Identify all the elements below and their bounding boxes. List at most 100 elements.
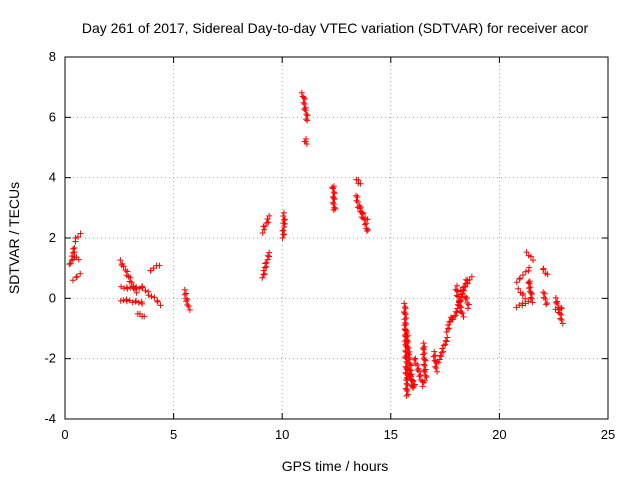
data-point — [262, 260, 269, 267]
data-point — [156, 262, 163, 269]
data-point — [281, 209, 288, 216]
data-point — [73, 273, 80, 280]
data-point — [414, 361, 421, 368]
data-point — [362, 221, 369, 228]
data-point — [262, 223, 269, 230]
data-point — [522, 268, 529, 275]
data-point — [127, 274, 134, 281]
data-point — [118, 283, 125, 290]
data-point — [530, 257, 537, 264]
data-point — [301, 95, 308, 102]
data-point — [303, 140, 310, 147]
data-point — [401, 310, 408, 317]
data-point — [407, 371, 414, 378]
data-point — [150, 265, 157, 272]
data-point — [420, 346, 427, 353]
data-point — [75, 233, 82, 240]
data-point — [462, 283, 469, 290]
data-point — [540, 289, 547, 296]
y-tick-label: 4 — [49, 170, 56, 185]
data-point — [540, 266, 547, 273]
data-point — [525, 279, 532, 286]
data-point — [402, 353, 409, 360]
data-point — [73, 274, 80, 281]
data-point — [558, 305, 565, 312]
data-point — [266, 212, 273, 219]
y-tick-label: 6 — [49, 109, 56, 124]
axis-ticks: 0 5 10 15 20 25 -4 -2 0 2 4 6 8 — [44, 49, 615, 442]
data-point — [71, 245, 78, 252]
data-point — [265, 219, 272, 226]
data-point — [364, 216, 371, 223]
data-point — [405, 345, 412, 352]
data-point — [75, 256, 82, 263]
data-point — [422, 357, 429, 364]
data-point — [554, 300, 561, 307]
data-point — [421, 356, 428, 363]
data-point — [280, 227, 287, 234]
data-point — [462, 296, 469, 303]
data-point — [185, 303, 192, 310]
data-point — [465, 301, 472, 308]
data-point — [525, 298, 532, 305]
data-point — [528, 295, 535, 302]
y-tick-label: 2 — [49, 230, 56, 245]
data-point — [442, 337, 449, 344]
data-point — [145, 292, 152, 299]
data-point — [117, 257, 124, 264]
data-point — [553, 299, 560, 306]
data-point — [302, 107, 309, 114]
data-point — [119, 260, 126, 267]
data-point — [66, 261, 73, 268]
data-point — [440, 342, 447, 349]
data-point — [444, 334, 451, 341]
data-point — [445, 322, 452, 329]
data-point — [300, 94, 307, 101]
chart-title: Day 261 of 2017, Sidereal Day-to-day VTE… — [82, 20, 589, 36]
data-point — [439, 345, 446, 352]
data-point — [527, 294, 534, 301]
data-point — [405, 351, 412, 358]
y-tick-label: 0 — [49, 290, 56, 305]
data-point — [261, 270, 268, 277]
data-point — [304, 112, 311, 119]
data-point — [557, 315, 564, 322]
y-axis-label: SDTVAR / TECUs — [6, 182, 22, 294]
data-point — [525, 285, 532, 292]
data-point — [435, 359, 442, 366]
grid-lines — [65, 57, 608, 419]
data-point — [404, 387, 411, 394]
data-point — [421, 377, 428, 384]
data-point — [300, 99, 307, 106]
data-point — [261, 226, 268, 233]
x-tick-label: 25 — [601, 427, 615, 442]
data-point — [354, 194, 361, 201]
data-point — [183, 298, 190, 305]
data-point — [186, 306, 193, 313]
data-point — [281, 216, 288, 223]
data-point — [401, 300, 408, 307]
data-point — [438, 349, 445, 356]
data-point — [401, 316, 408, 323]
data-point — [403, 377, 410, 384]
data-point — [141, 313, 148, 320]
data-point — [298, 89, 305, 96]
data-point — [67, 260, 74, 267]
data-point — [419, 378, 426, 385]
data-point — [411, 356, 418, 363]
data-point — [69, 277, 76, 284]
data-point — [403, 380, 410, 387]
data-point — [420, 351, 427, 358]
data-point — [301, 101, 308, 108]
data-point — [281, 216, 288, 223]
data-point — [303, 116, 310, 123]
data-point — [420, 340, 427, 347]
data-point — [260, 267, 267, 274]
data-point — [517, 275, 524, 282]
data-point — [420, 361, 427, 368]
data-point — [408, 362, 415, 369]
data-point — [446, 325, 453, 332]
data-point — [466, 276, 473, 283]
data-point — [454, 293, 461, 300]
data-point — [527, 253, 534, 260]
